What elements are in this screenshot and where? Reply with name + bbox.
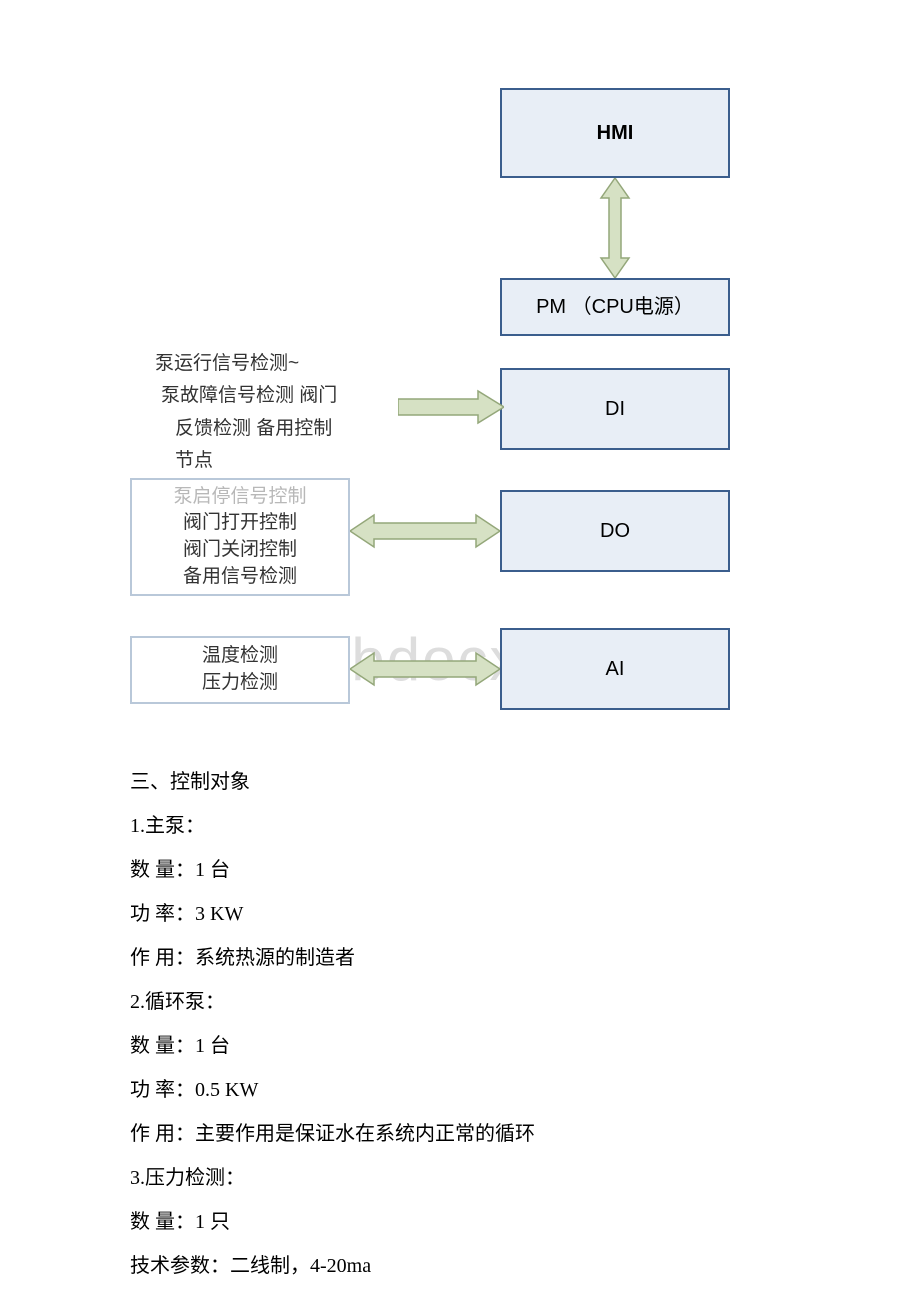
- body-line-11: 技术参数：二线制，4-20ma: [130, 1244, 790, 1288]
- body-text: 三、控制对象 1.主泵： 数 量：1 台 功 率：3 KW 作 用：系统热源的制…: [0, 760, 920, 1288]
- do-line3: 备用信号检测: [183, 564, 297, 591]
- arrow-hmi-pm: [595, 178, 635, 278]
- body-line-3: 功 率：3 KW: [130, 892, 790, 936]
- node-ai-label: AI: [606, 654, 625, 684]
- di-line2: 反馈检测 备用控制: [155, 413, 415, 445]
- di-line3: 节点: [155, 445, 415, 477]
- node-di-source: 泵运行信号检测~ 泵故障信号检测 阀门 反馈检测 备用控制 节点: [155, 348, 415, 477]
- arrow-ai: [350, 651, 500, 687]
- body-line-5: 2.循环泵：: [130, 980, 790, 1024]
- node-di-label: DI: [605, 394, 625, 424]
- body-line-1: 1.主泵：: [130, 804, 790, 848]
- system-diagram: www.bdocx.com HMI PM （CPU电源） DI DO AI 泵运…: [0, 0, 920, 760]
- ai-line1: 压力检测: [202, 670, 278, 697]
- ai-line0: 温度检测: [202, 643, 278, 670]
- node-do-label: DO: [600, 516, 630, 546]
- di-line0: 泵运行信号检测~: [155, 348, 415, 380]
- node-hmi: HMI: [500, 88, 730, 178]
- body-line-2: 数 量：1 台: [130, 848, 790, 892]
- body-line-7: 功 率：0.5 KW: [130, 1068, 790, 1112]
- arrow-do: [350, 513, 500, 549]
- body-line-4: 作 用：系统热源的制造者: [130, 936, 790, 980]
- node-pm-label: PM （CPU电源）: [536, 292, 694, 322]
- node-do-source: 泵启停信号控制 阀门打开控制 阀门关闭控制 备用信号检测: [130, 478, 350, 596]
- body-line-6: 数 量：1 台: [130, 1024, 790, 1068]
- node-pm: PM （CPU电源）: [500, 278, 730, 336]
- do-line0: 泵启停信号控制: [173, 484, 306, 511]
- node-hmi-label: HMI: [597, 118, 634, 148]
- node-ai-source: 温度检测 压力检测: [130, 636, 350, 704]
- di-line1: 泵故障信号检测 阀门: [155, 380, 415, 412]
- do-line1: 阀门打开控制: [183, 510, 297, 537]
- node-ai: AI: [500, 628, 730, 710]
- node-di: DI: [500, 368, 730, 450]
- body-line-0: 三、控制对象: [130, 760, 790, 804]
- arrow-to-di: [398, 389, 504, 425]
- body-line-10: 数 量：1 只: [130, 1200, 790, 1244]
- do-line2: 阀门关闭控制: [183, 537, 297, 564]
- body-line-9: 3.压力检测：: [130, 1156, 790, 1200]
- body-line-8: 作 用：主要作用是保证水在系统内正常的循环: [130, 1112, 790, 1156]
- node-do: DO: [500, 490, 730, 572]
